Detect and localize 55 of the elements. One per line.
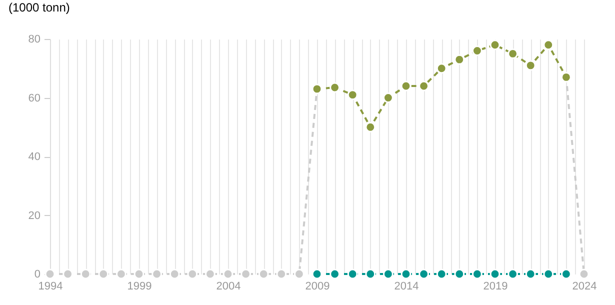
point bbox=[543, 268, 554, 280]
point bbox=[525, 60, 536, 71]
y-tick-label: 80 bbox=[28, 34, 40, 46]
point bbox=[490, 268, 500, 280]
point bbox=[240, 268, 252, 280]
point bbox=[436, 268, 447, 280]
point bbox=[330, 82, 340, 93]
point bbox=[187, 268, 198, 280]
y-tick-label: 40 bbox=[28, 151, 40, 163]
point bbox=[454, 268, 465, 280]
point bbox=[543, 40, 554, 50]
point bbox=[294, 268, 304, 280]
x-tick-label: 2014 bbox=[394, 280, 419, 292]
point bbox=[365, 122, 376, 132]
point bbox=[204, 268, 216, 280]
point bbox=[560, 268, 572, 280]
point bbox=[330, 268, 340, 280]
point bbox=[152, 268, 162, 280]
point bbox=[365, 268, 376, 280]
point bbox=[400, 80, 412, 92]
point bbox=[454, 54, 465, 65]
point bbox=[258, 268, 269, 280]
point bbox=[134, 268, 144, 280]
point bbox=[472, 268, 482, 280]
point bbox=[472, 46, 482, 56]
point bbox=[508, 268, 518, 280]
y-tick-label: 60 bbox=[28, 92, 40, 104]
point bbox=[312, 268, 322, 280]
y-axis-title: (1000 tonn) bbox=[8, 0, 70, 14]
point bbox=[400, 268, 412, 280]
point bbox=[44, 268, 56, 280]
point bbox=[98, 268, 109, 280]
point bbox=[578, 268, 590, 280]
y-tick-label: 20 bbox=[28, 210, 40, 222]
y-tick-label: 0 bbox=[34, 268, 40, 280]
point bbox=[490, 40, 500, 50]
point bbox=[116, 268, 126, 280]
point bbox=[169, 268, 180, 280]
x-tick-label: 1994 bbox=[38, 280, 63, 292]
point bbox=[418, 268, 430, 280]
x-tick-label: 2004 bbox=[216, 280, 241, 292]
point bbox=[525, 268, 536, 280]
point bbox=[80, 268, 91, 280]
x-tick-label: 2019 bbox=[483, 280, 508, 292]
point bbox=[347, 268, 358, 280]
point bbox=[382, 268, 394, 280]
x-tick-label: 1999 bbox=[127, 280, 152, 292]
point bbox=[62, 268, 74, 280]
point bbox=[436, 63, 447, 74]
point bbox=[508, 48, 518, 59]
x-tick-label: 2024 bbox=[572, 280, 597, 292]
point bbox=[276, 268, 287, 280]
x-tick-label: 2009 bbox=[305, 280, 330, 292]
point bbox=[222, 268, 234, 280]
point bbox=[347, 90, 358, 100]
